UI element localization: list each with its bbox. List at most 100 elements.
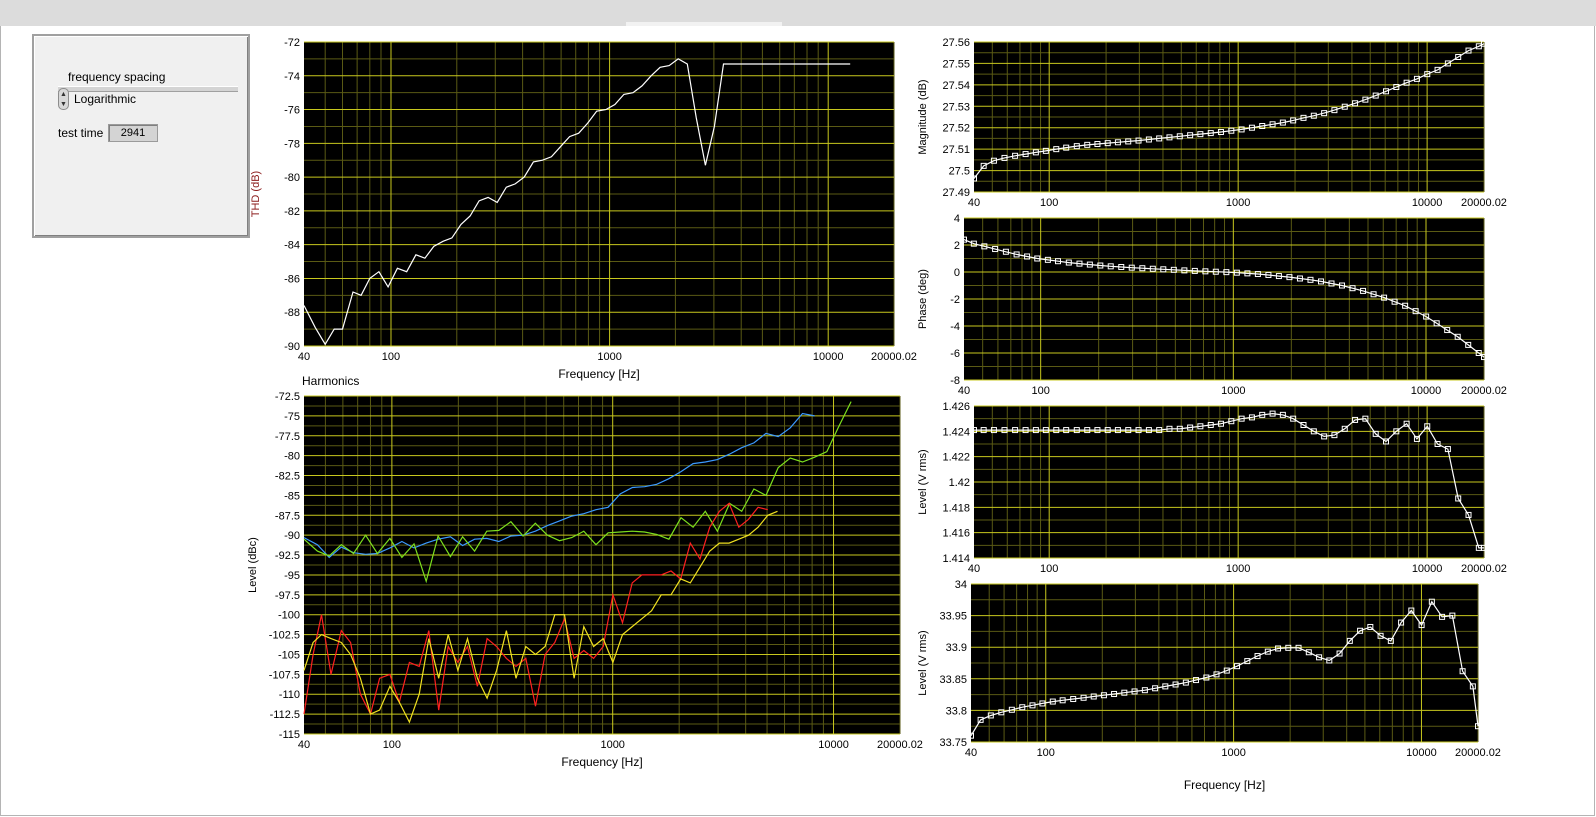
y-tick-label: -95 <box>284 570 300 582</box>
data-point <box>1080 694 1087 701</box>
data-point <box>1022 151 1029 158</box>
data-point <box>992 246 999 253</box>
x-tick-label: 20000.02 <box>1461 563 1507 575</box>
data-point <box>1104 427 1111 434</box>
data-point <box>1362 96 1369 103</box>
data-point <box>1474 723 1481 730</box>
y-tick-label: 27.52 <box>942 123 970 135</box>
data-point <box>1172 681 1179 688</box>
data-point <box>1321 110 1328 117</box>
y-tick-label: 1.414 <box>942 553 970 565</box>
data-point <box>1217 129 1224 135</box>
data-point <box>1166 425 1173 432</box>
tab-indicator <box>626 22 782 26</box>
data-point <box>1382 88 1389 95</box>
data-point <box>1349 285 1356 292</box>
y-tick-label: -100 <box>278 610 300 622</box>
data-point <box>1382 438 1389 445</box>
data-point <box>1054 258 1061 265</box>
data-point <box>1121 689 1128 696</box>
data-point <box>1156 427 1163 434</box>
data-point <box>1141 687 1148 694</box>
data-point <box>1233 269 1240 276</box>
y-tick-label: -78 <box>284 138 300 150</box>
data-point <box>1065 259 1072 266</box>
y-axis-label: THD (dB) <box>250 171 262 217</box>
data-point <box>1176 133 1183 140</box>
data-point <box>971 175 977 182</box>
data-point <box>1413 75 1420 82</box>
data-point <box>1454 333 1461 340</box>
data-point <box>1139 265 1146 272</box>
data-point <box>1328 280 1335 287</box>
data-point <box>1176 425 1183 432</box>
y-tick-label: -107.5 <box>269 669 300 681</box>
data-point <box>1424 71 1431 78</box>
data-point <box>1264 648 1271 655</box>
data-point <box>990 427 997 434</box>
data-point <box>1203 674 1210 681</box>
x-tick-label: 100 <box>1031 385 1049 397</box>
data-point <box>1465 511 1472 518</box>
frequency-spacing-ring[interactable]: Logarithmic <box>74 92 137 106</box>
y-tick-label: 27.55 <box>942 58 970 70</box>
data-point <box>1372 92 1379 99</box>
x-tick-label: 100 <box>382 351 400 363</box>
y-tick-label: -75 <box>284 411 300 423</box>
data-point <box>1131 688 1138 695</box>
data-point <box>1475 350 1482 356</box>
spin-up-icon[interactable]: ▲ <box>60 91 67 98</box>
data-point <box>1412 308 1419 315</box>
series-line-1 <box>303 58 851 346</box>
data-point <box>1024 253 1031 260</box>
x-tick-label: 1000 <box>1221 747 1245 759</box>
y-tick-label: -74 <box>284 71 300 83</box>
data-point <box>980 427 987 434</box>
data-point <box>1286 274 1293 281</box>
data-point <box>1449 612 1456 619</box>
data-point <box>1228 127 1235 134</box>
data-point <box>1346 637 1353 644</box>
x-tick-label: 40 <box>968 197 980 209</box>
y-tick-label: -80 <box>284 172 300 184</box>
data-point <box>1244 658 1251 665</box>
x-tick-label: 10000 <box>813 351 844 363</box>
y-tick-label: 27.51 <box>942 144 970 156</box>
y-tick-label: -92.5 <box>275 550 300 562</box>
y-tick-label: 0 <box>954 267 960 279</box>
data-point <box>1357 627 1364 634</box>
x-tick-label: 100 <box>383 739 401 751</box>
data-point <box>1248 414 1255 421</box>
front-panel-frame <box>0 26 1595 816</box>
data-point <box>1360 287 1367 294</box>
y-tick-label: 1.42 <box>949 477 970 489</box>
data-point <box>1223 667 1230 674</box>
data-point <box>1259 411 1266 418</box>
data-point <box>1152 685 1159 692</box>
data-point <box>1076 260 1083 267</box>
series-line-2 <box>303 401 852 584</box>
data-point <box>1393 428 1400 435</box>
data-point <box>1391 298 1398 305</box>
frequency-spacing-bar <box>58 86 238 92</box>
y-tick-label: 2 <box>954 240 960 252</box>
x-tick-label: 20000.02 <box>1461 197 1507 209</box>
data-point <box>1073 143 1080 150</box>
y-tick-label: 27.54 <box>942 80 970 92</box>
data-point <box>1424 423 1431 430</box>
data-point <box>1145 427 1152 434</box>
data-point <box>1295 644 1302 651</box>
frequency-spacing-spinner[interactable]: ▲ ▼ <box>58 88 69 110</box>
data-point <box>1339 282 1346 289</box>
spin-down-icon[interactable]: ▼ <box>60 101 67 108</box>
data-point <box>1197 131 1204 138</box>
y-tick-label: 33.85 <box>939 674 967 686</box>
data-point <box>1316 654 1323 661</box>
data-point <box>1275 645 1282 652</box>
data-point <box>1202 268 1209 275</box>
window-top-bar <box>0 0 1596 26</box>
data-point <box>1160 266 1167 273</box>
